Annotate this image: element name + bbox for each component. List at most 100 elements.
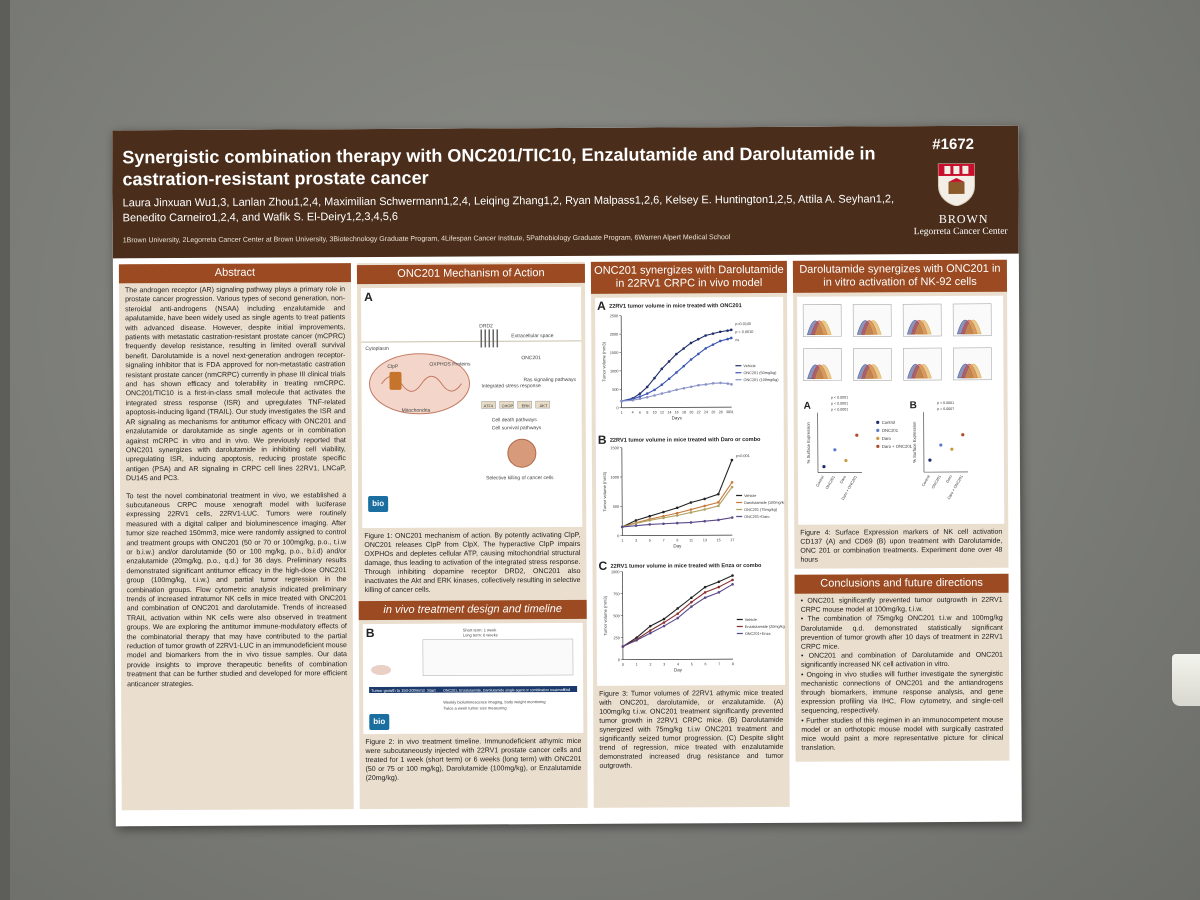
histogram-peak	[915, 363, 932, 379]
x-tick-label: 2	[649, 663, 651, 667]
data-point	[634, 519, 638, 522]
y-tick-label: 500	[613, 614, 619, 618]
x-tick-label: 7	[663, 538, 665, 542]
synergy-column: ONC201 synergizes with Darolutamide in 2…	[590, 260, 790, 808]
diagram-label: DRD2	[479, 323, 493, 329]
data-point	[648, 624, 652, 628]
x-tick-label: 7	[718, 662, 720, 666]
figure-3-caption: Figure 3: Tumor volumes of 22RV1 athymic…	[599, 689, 784, 770]
y-tick-label: 1000	[611, 570, 619, 574]
data-point	[660, 367, 664, 371]
x-tick-label: 4	[677, 662, 679, 666]
timeline-label: Short term: 1 week	[463, 627, 497, 632]
figure-1: A Extracellular space Cytoplasm DRD2 ONC…	[361, 286, 583, 529]
x-tick-label: 5	[649, 539, 651, 543]
x-axis	[622, 658, 733, 661]
data-point	[676, 607, 679, 610]
histogram-peak	[815, 364, 832, 379]
timeline-label: Tumor growth to 150-200mm3	[371, 688, 425, 693]
legend-entry: Enzalutamide (20mg/kg)	[745, 625, 785, 629]
data-point	[649, 629, 652, 632]
data-point	[726, 329, 729, 332]
data-point	[731, 578, 734, 582]
x-tick-label: 22	[697, 410, 701, 414]
legend-entry: Daro	[882, 436, 892, 441]
data-point	[689, 521, 693, 524]
conclusions-section: Conclusions and future directions • ONC2…	[794, 573, 1010, 763]
data-point	[675, 521, 679, 525]
y-axis-label: Tumor volume (mm3)	[602, 471, 607, 511]
annotation: p < 0.0001	[937, 401, 954, 405]
data-point	[689, 511, 693, 514]
data-point	[717, 518, 720, 522]
x-tick-label: 8	[646, 411, 648, 415]
data-point	[649, 631, 652, 635]
nk-column: Darolutamide synergizes with ONC201 in i…	[792, 259, 1010, 807]
legend-entry: ONC201	[882, 428, 899, 433]
data-point	[726, 382, 730, 385]
data-point	[634, 524, 638, 527]
figure-4-caption: Figure 4: Surface Expression markers of …	[800, 528, 1003, 564]
data-point	[631, 398, 634, 402]
data-point	[662, 510, 665, 514]
data-point	[660, 383, 664, 386]
histogram-peak	[865, 364, 882, 379]
data-point	[648, 514, 652, 518]
y-tick-label: 1000	[611, 476, 619, 480]
x-tick-label: ONC201	[825, 475, 836, 490]
x-tick-label: 1	[621, 539, 623, 543]
panel-letter: A	[804, 401, 811, 412]
timeline-label: Weekly bioluminescence imaging, body wei…	[443, 699, 545, 705]
author-list: Laura Jinxuan Wu1,3, Lanlan Zhou1,2,4, M…	[123, 192, 923, 226]
series-line	[621, 337, 732, 402]
y-tick-label: 2500	[610, 314, 618, 318]
timeline-label: Long term: 6 weeks	[463, 632, 498, 637]
diagram-label: ERK	[522, 403, 531, 408]
y-axis-label: Tumor volume (mm3)	[601, 341, 606, 381]
data-point	[730, 458, 734, 462]
data-point	[822, 465, 826, 469]
data-point	[653, 388, 656, 392]
legend-entry: Vehicle	[744, 494, 756, 498]
data-point	[667, 360, 671, 363]
x-axis-label: Days	[672, 415, 683, 420]
data-point	[689, 385, 693, 389]
legend-entry: ONC201+Enza	[745, 632, 772, 636]
clpp-icon	[389, 371, 402, 390]
x-tick-label: 11	[689, 538, 693, 542]
cup	[1172, 654, 1200, 706]
legend-entry: Vehicle	[745, 618, 757, 622]
annotation: p < 0.0001	[831, 408, 848, 412]
y-axis-label: % Surface Expression	[806, 421, 811, 463]
chart-title: 22RV1 tumor volume in mice treated with …	[609, 303, 742, 310]
diagram-label: Extracellular space	[511, 333, 553, 339]
data-point	[682, 347, 685, 350]
data-point	[645, 385, 649, 389]
diagram-label: ClpP	[387, 364, 399, 370]
figure-3: A 22RV1 tumor volume in mice treated with…	[595, 296, 786, 686]
data-point	[620, 525, 624, 529]
diagram-label: Ras signaling pathways	[523, 377, 576, 383]
x-tick-label: 1	[636, 663, 638, 667]
poster-title: Synergistic combination therapy with ONC…	[122, 143, 876, 190]
timeline-label: Start	[427, 688, 436, 693]
data-point	[645, 392, 649, 395]
legend-entry: ONC201+Daro	[744, 515, 769, 519]
data-point	[660, 392, 664, 395]
legend-entry: Darolutamide (100mg/kg)	[744, 501, 785, 505]
mechanism-diagram: Extracellular space Cytoplasm DRD2 ONC20…	[361, 323, 582, 481]
x-tick-label: 24	[704, 410, 708, 414]
legend-swatch	[876, 436, 880, 440]
x-tick-label: Control	[921, 474, 931, 487]
data-point	[697, 383, 700, 387]
x-tick-label: 12	[660, 410, 664, 414]
x-tick-label: 3	[635, 539, 637, 543]
histogram-peak	[864, 320, 882, 335]
data-point	[711, 343, 715, 346]
data-point	[717, 591, 721, 594]
x-tick-label: 0	[622, 663, 624, 667]
x-axis-label: Day	[673, 543, 682, 548]
conclusion-item: • The combination of 75mg/kg ONC201 t.i.…	[800, 615, 1003, 651]
data-point	[717, 504, 720, 508]
data-point	[653, 376, 656, 380]
